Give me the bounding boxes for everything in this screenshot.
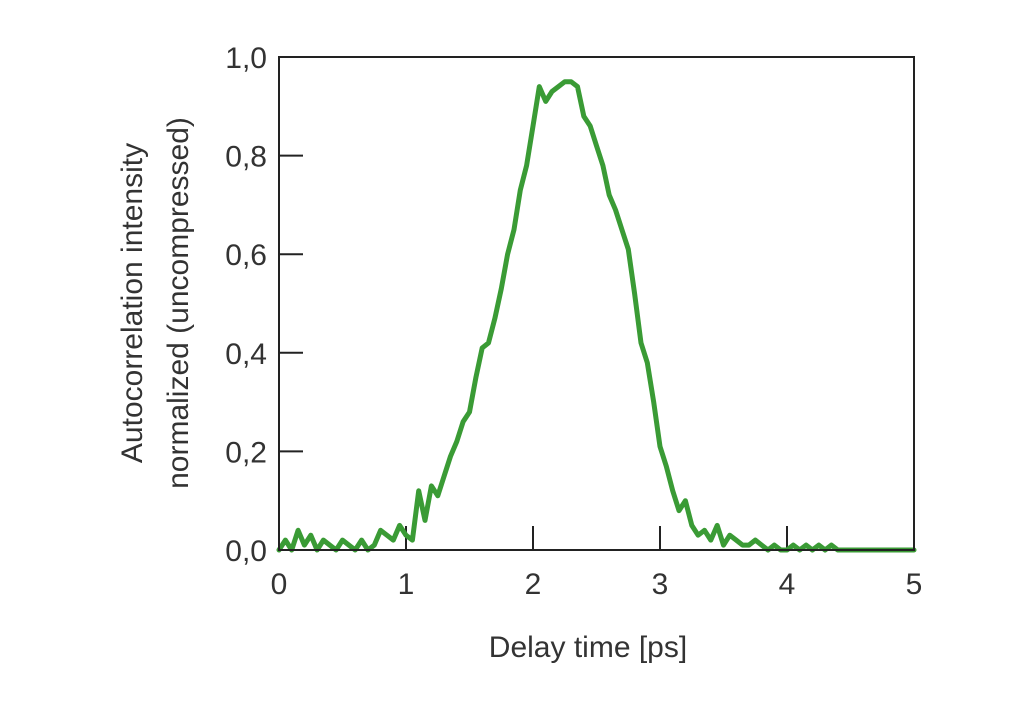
y-axis-title-line-1: Autocorrelation intensity xyxy=(116,143,149,463)
y-axis-title-line-2: normalized (uncompressed) xyxy=(162,117,195,489)
y-tick-label: 0,0 xyxy=(225,535,267,568)
x-axis-title: Delay time [ps] xyxy=(489,631,687,664)
ticks-layer: 0,0 0,2 0,4 0,6 0,8 1,0 0 1 2 3 4 5 xyxy=(225,42,922,601)
x-tick-label: 3 xyxy=(652,568,669,601)
y-tick-label: 0,2 xyxy=(225,436,267,469)
y-tick-label: 0,6 xyxy=(225,239,267,272)
y-tick-label: 0,4 xyxy=(225,338,267,371)
x-tick-label: 4 xyxy=(779,568,796,601)
x-tick-label: 1 xyxy=(398,568,415,601)
x-tick-label: 2 xyxy=(525,568,542,601)
x-tick-label: 0 xyxy=(271,568,288,601)
x-tick-label: 5 xyxy=(906,568,923,601)
y-tick-label: 1,0 xyxy=(225,42,267,75)
series-line xyxy=(276,79,917,553)
plot-frame xyxy=(278,56,915,551)
y-tick-label: 0,8 xyxy=(225,141,267,174)
series-layer xyxy=(276,79,917,553)
